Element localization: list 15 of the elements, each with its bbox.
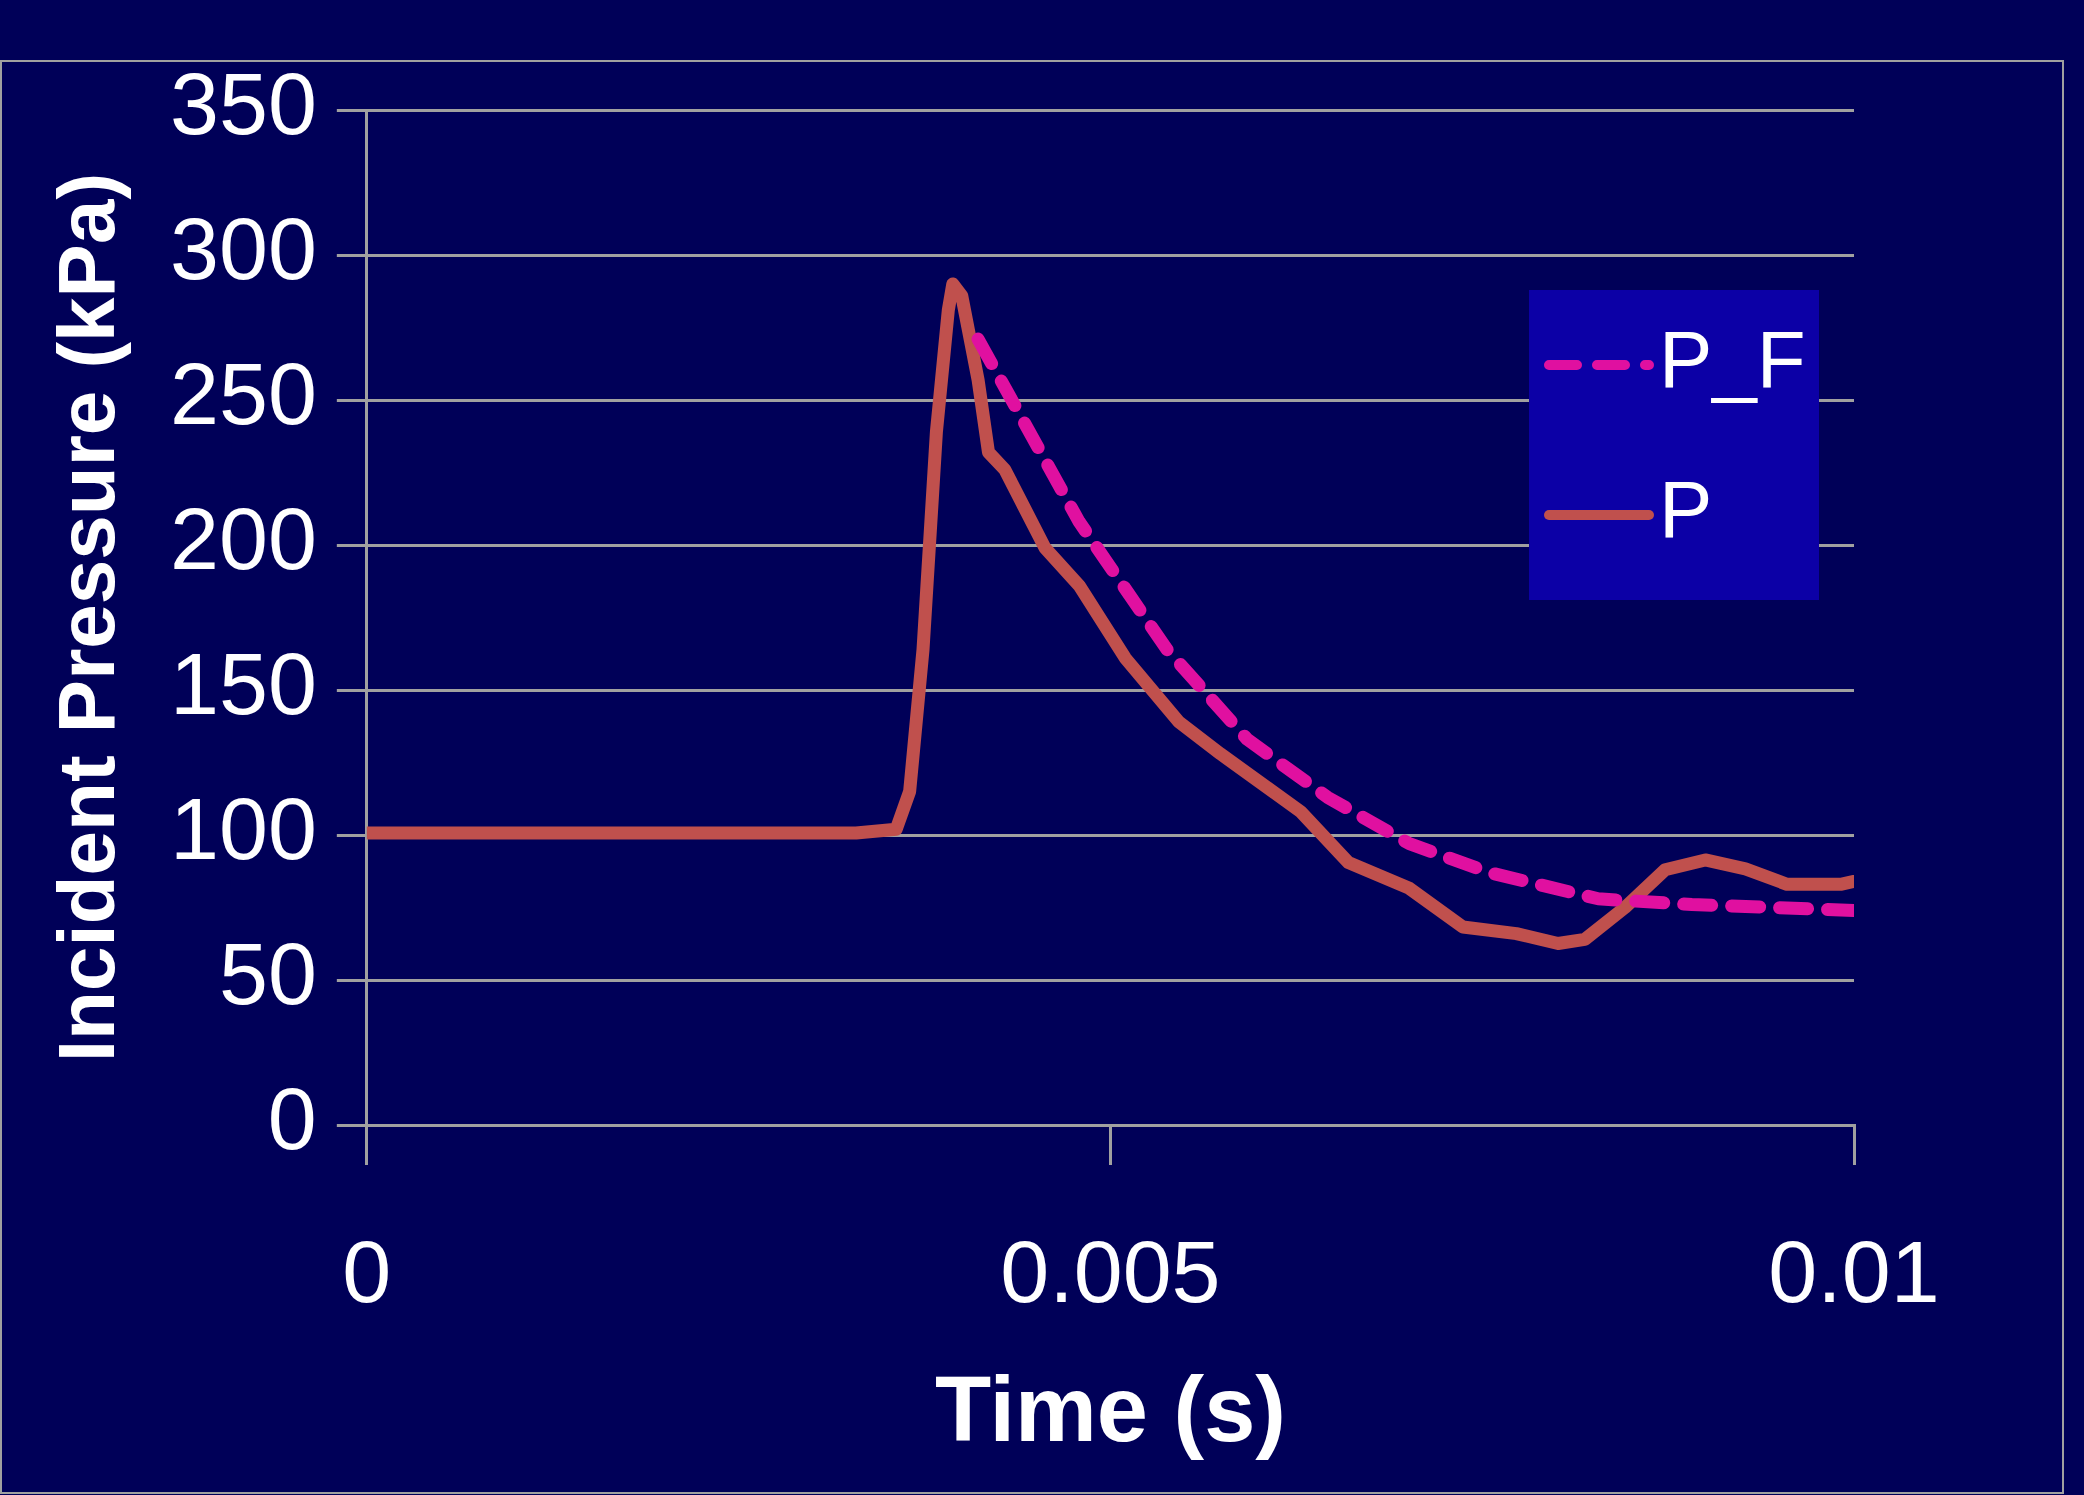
- y-tick-label: 0: [267, 1069, 317, 1169]
- x-tick-label: 0: [342, 1222, 392, 1322]
- y-tick-label: 300: [170, 199, 317, 299]
- y-tick-label: 100: [170, 779, 317, 879]
- x-tick-label: 0.005: [1000, 1222, 1221, 1322]
- y-tick-label: 150: [170, 634, 317, 734]
- legend-label: P: [1659, 465, 1713, 555]
- y-tick-label: 250: [170, 344, 317, 444]
- legend-label: P_F: [1659, 315, 1806, 405]
- y-axis-title: Incident Pressure (kPa): [42, 172, 132, 1063]
- y-tick-label: 350: [170, 54, 317, 154]
- y-tick-label: 50: [218, 924, 317, 1024]
- x-axis-title: Time (s): [934, 1358, 1286, 1461]
- y-tick-label: 200: [170, 489, 317, 589]
- x-tick-label: 0.01: [1768, 1222, 1940, 1322]
